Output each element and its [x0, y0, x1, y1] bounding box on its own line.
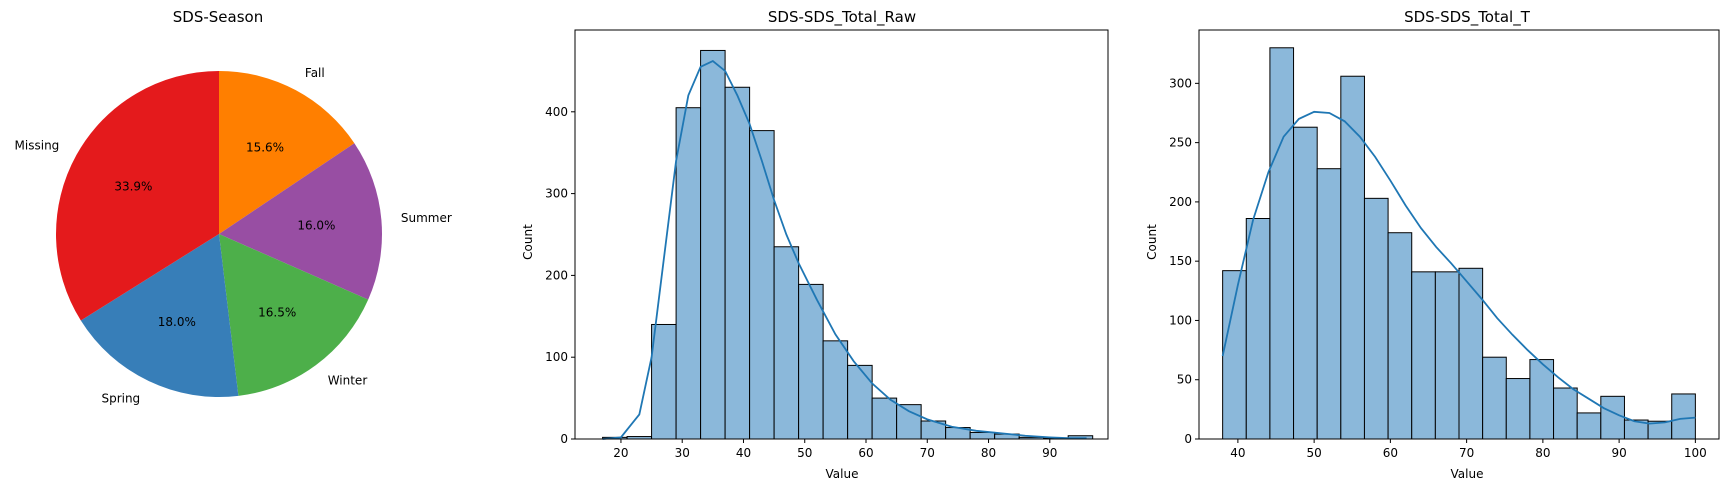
pie-chart-panel: SDS-Season Fall 15.6% Summer 16.0% Winter 16.… — [15, 8, 452, 406]
hist-t-plot: 40 50 60 70 80 90 100 0 50 100 150 200 250 300 — [1169, 29, 1720, 460]
pie-slices — [56, 71, 382, 397]
hist-raw-xlabel: Value — [826, 467, 859, 481]
histogram-t-panel: SDS-SDS_Total_T 40 50 60 70 80 90 100 0 50 100 150… — [1145, 8, 1720, 481]
hist-t-axes-frame — [1198, 29, 1720, 440]
hist-raw-xtick-label: 70 — [920, 446, 935, 460]
hist-raw-bar — [847, 364, 873, 440]
hist-raw-bar — [896, 404, 922, 440]
pie-label-missing: Missing — [15, 139, 60, 153]
hist-raw-bar — [969, 431, 996, 440]
hist-t-xtick-label: 80 — [1535, 446, 1550, 460]
pie-label-summer: Summer — [401, 211, 452, 225]
hist-raw-bar — [651, 323, 677, 440]
hist-t-ytick-label: 50 — [1177, 373, 1192, 387]
hist-t-bar — [1553, 387, 1578, 440]
hist-raw-bar — [675, 107, 702, 440]
pie-pct-missing: 33.9% — [114, 180, 152, 194]
pie-title: SDS-Season — [173, 8, 263, 26]
hist-raw-xtick-label: 60 — [858, 446, 873, 460]
hist-t-bar — [1411, 271, 1436, 440]
pie-slice-summer — [219, 143, 382, 300]
hist-t-bar — [1293, 126, 1318, 440]
hist-t-bar — [1245, 218, 1271, 440]
hist-raw-xtick-label: 80 — [981, 446, 996, 460]
hist-raw-plot: 20 30 40 50 60 70 80 90 0 100 200 300 400 — [545, 29, 1109, 460]
hist-t-bar — [1387, 232, 1413, 440]
pie-slice-fall — [219, 71, 355, 234]
hist-t-ytick-label: 300 — [1169, 76, 1192, 90]
hist-t-bar — [1482, 356, 1507, 440]
hist-t-bar — [1316, 168, 1342, 440]
pie-slice-winter — [219, 234, 369, 396]
pie-label-spring: Spring — [101, 392, 140, 406]
hist-t-xlabel: Value — [1451, 467, 1484, 481]
hist-t-kde-line — [1221, 110, 1696, 425]
hist-raw-bar — [749, 130, 775, 440]
hist-raw-ytick-label: 100 — [545, 350, 568, 364]
hist-t-bar — [1363, 197, 1389, 440]
hist-raw-bar — [773, 246, 800, 440]
hist-t-bar — [1434, 271, 1460, 440]
hist-t-xtick-label: 50 — [1306, 446, 1321, 460]
hist-raw-axes-frame — [574, 29, 1109, 440]
hist-t-xtick-label: 60 — [1383, 446, 1398, 460]
hist-t-bar — [1671, 393, 1696, 440]
histogram-raw-panel: SDS-SDS_Total_Raw 20 30 40 50 60 70 80 90010020… — [521, 8, 1109, 481]
hist-raw-bar — [871, 397, 898, 440]
hist-raw-ytick-label: 300 — [545, 187, 568, 201]
hist-t-ytick-label: 0 — [1184, 432, 1192, 446]
pie-slice-spring — [80, 234, 239, 397]
hist-raw-title: SDS-SDS_Total_Raw — [768, 8, 916, 27]
hist-t-title: SDS-SDS_Total_T — [1404, 8, 1531, 27]
pie-pct-spring: 18.0% — [158, 315, 196, 329]
pie-label-winter: Winter — [328, 374, 368, 388]
hist-t-ylabel: Count — [1145, 224, 1159, 260]
hist-t-xtick-label: 70 — [1459, 446, 1474, 460]
pie-slice-missing — [56, 71, 219, 321]
hist-raw-xtick-label: 50 — [797, 446, 812, 460]
pie-pct-summer: 16.0% — [297, 218, 335, 232]
hist-raw-bar — [822, 340, 849, 440]
hist-raw-ytick-label: 200 — [545, 268, 568, 282]
pie-pct-fall: 15.6% — [246, 141, 284, 155]
hist-raw-xtick-label: 20 — [613, 446, 628, 460]
hist-t-ytick-label: 200 — [1169, 195, 1192, 209]
hist-t-bar — [1269, 47, 1295, 440]
hist-t-xtick-label: 40 — [1230, 446, 1245, 460]
hist-raw-bar — [724, 86, 751, 440]
hist-t-xtick-label: 90 — [1611, 446, 1626, 460]
pie-pct-winter: 16.5% — [258, 306, 296, 320]
pie-labels: Fall 15.6% Summer 16.0% Winter 16.5% Spring 18.… — [15, 66, 452, 406]
hist-t-ytick-label: 250 — [1169, 136, 1192, 150]
pie-label-fall: Fall — [305, 66, 325, 80]
hist-raw-ytick-label: 0 — [560, 432, 568, 446]
hist-raw-bar — [798, 283, 824, 440]
hist-raw-xtick-label: 90 — [1042, 446, 1057, 460]
hist-raw-ylabel: Count — [521, 224, 535, 260]
hist-raw-bar — [700, 49, 726, 440]
hist-t-bar — [1505, 378, 1531, 440]
hist-t-bar — [1576, 412, 1602, 440]
hist-raw-xtick-label: 40 — [736, 446, 751, 460]
hist-raw-ytick-label: 400 — [545, 105, 568, 119]
hist-t-ytick-label: 100 — [1169, 313, 1192, 327]
hist-t-bar — [1222, 270, 1247, 440]
hist-t-bar — [1600, 395, 1625, 440]
hist-t-ytick-label: 150 — [1169, 254, 1192, 268]
hist-raw-kde-line — [602, 60, 1087, 440]
hist-raw-xtick-label: 30 — [675, 446, 690, 460]
hist-t-xtick-label: 100 — [1684, 446, 1707, 460]
hist-t-bar — [1458, 267, 1484, 440]
